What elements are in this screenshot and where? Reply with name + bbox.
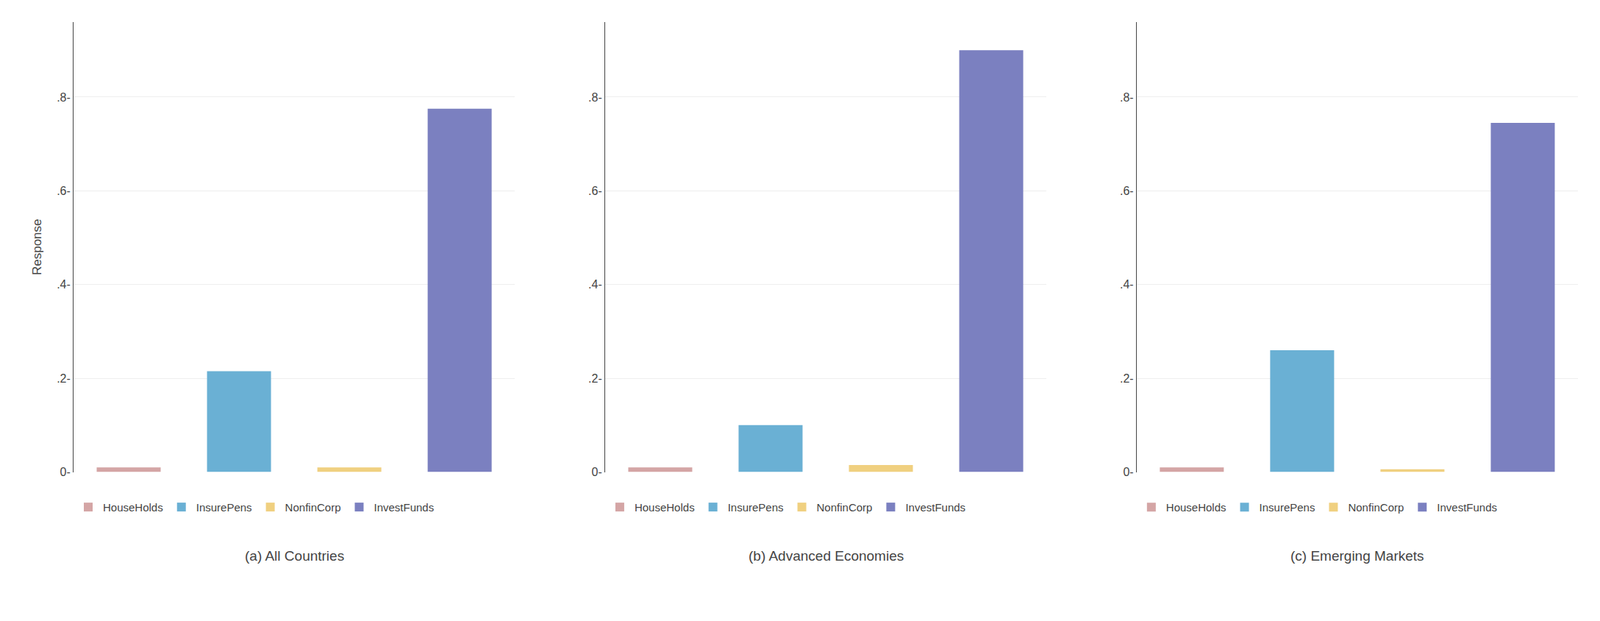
svg-text:InsurePens: InsurePens xyxy=(727,500,784,514)
svg-text:InvestFunds: InvestFunds xyxy=(373,500,434,514)
svg-text:0-: 0- xyxy=(60,465,71,478)
svg-text:.8-: .8- xyxy=(1119,91,1134,104)
svg-text:.4-: .4- xyxy=(56,277,71,291)
svg-text:HouseHolds: HouseHolds xyxy=(1166,500,1227,514)
svg-text:(a) All Countries: (a) All Countries xyxy=(244,547,345,564)
svg-text:.2-: .2- xyxy=(56,372,71,385)
svg-text:NonfinCorp: NonfinCorp xyxy=(1347,500,1404,514)
svg-text:HouseHolds: HouseHolds xyxy=(634,500,695,514)
svg-text:.8-: .8- xyxy=(56,91,71,104)
svg-text:.2-: .2- xyxy=(588,372,603,385)
svg-text:.4-: .4- xyxy=(1119,277,1134,291)
svg-text:0-: 0- xyxy=(591,465,602,478)
svg-text:(c) Emerging Markets: (c) Emerging Markets xyxy=(1290,547,1425,564)
svg-text:HouseHolds: HouseHolds xyxy=(102,500,164,514)
svg-text:.2-: .2- xyxy=(1119,372,1134,385)
svg-text:NonfinCorp: NonfinCorp xyxy=(285,500,342,514)
svg-text:0-: 0- xyxy=(1122,465,1134,478)
svg-text:.6-: .6- xyxy=(588,184,603,198)
svg-text:.6-: .6- xyxy=(56,184,71,198)
svg-text:InsurePens: InsurePens xyxy=(1259,500,1316,514)
svg-text:.8-: .8- xyxy=(588,91,603,104)
svg-text:Response: Response xyxy=(30,218,45,275)
svg-text:InsurePens: InsurePens xyxy=(196,500,253,514)
svg-text:.6-: .6- xyxy=(1119,184,1134,198)
svg-text:.4-: .4- xyxy=(588,277,603,291)
svg-text:(b) Advanced Economies: (b) Advanced Economies xyxy=(748,547,904,564)
svg-text:InvestFunds: InvestFunds xyxy=(1436,500,1498,514)
svg-text:NonfinCorp: NonfinCorp xyxy=(816,500,873,514)
svg-text:InvestFunds: InvestFunds xyxy=(905,500,966,514)
